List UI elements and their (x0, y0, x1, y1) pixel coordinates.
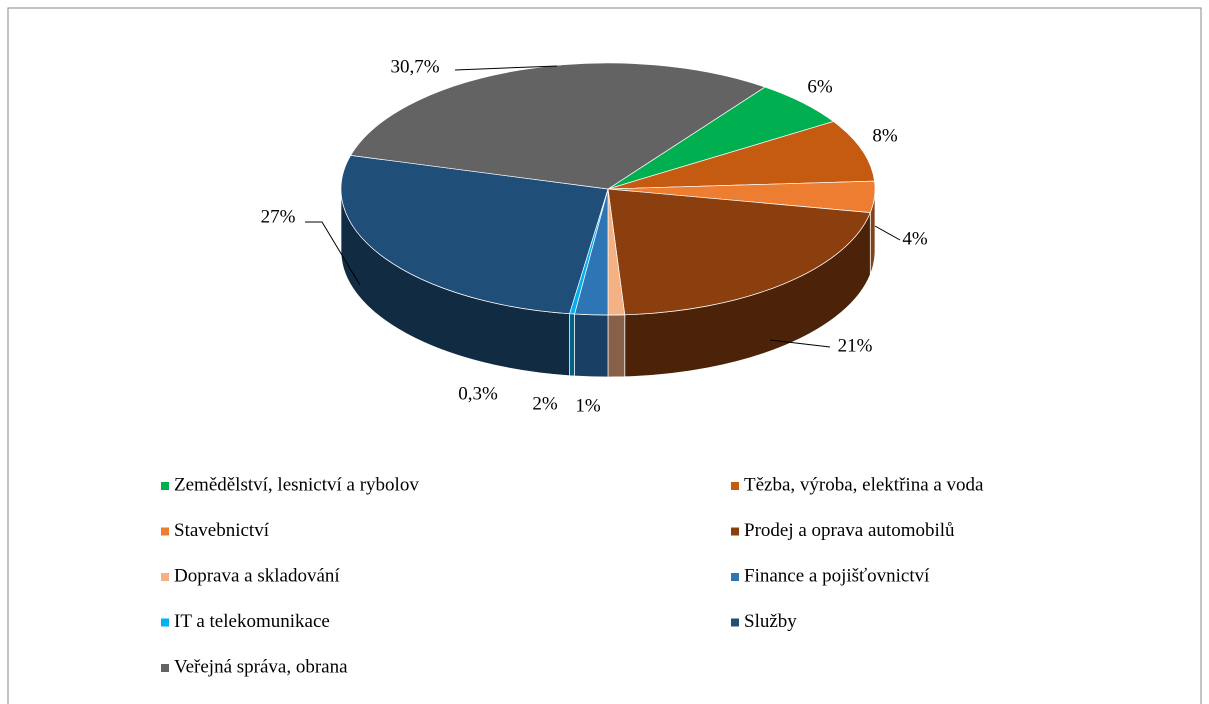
slice-side (569, 313, 575, 377)
legend-swatch (161, 618, 169, 627)
leader-line (454, 65, 558, 71)
legend-swatch (731, 482, 739, 490)
legend-swatch (731, 618, 739, 627)
slice (607, 121, 875, 190)
legend-label: Stavebnictví (174, 520, 270, 541)
slice (340, 154, 609, 315)
data-label: 2% (532, 393, 558, 414)
data-label: 6% (807, 76, 833, 97)
data-label: 30,7% (390, 56, 439, 77)
legend-swatch (161, 573, 169, 581)
legend-swatch (731, 527, 739, 536)
data-label: 27% (261, 206, 296, 227)
legend-label: Zemědělství, lesnictví a rybolov (174, 474, 419, 495)
chart-frame (7, 7, 1202, 704)
data-label: 21% (838, 335, 873, 356)
legend-label: Prodej a oprava automobilů (744, 520, 955, 541)
data-label: 1% (575, 395, 601, 416)
legend-swatch (731, 573, 739, 581)
legend-swatch (161, 664, 169, 672)
legend-label: Služby (744, 611, 797, 632)
legend-swatch (161, 482, 169, 490)
legend-label: IT a telekomunikace (174, 611, 330, 632)
leader-line (874, 225, 901, 241)
legend-label: Finance a pojišťovnictví (744, 565, 930, 586)
legend-label: Tězba, výroba, elektřina a voda (744, 474, 984, 495)
data-label: 4% (902, 228, 928, 249)
slice-side (574, 313, 609, 378)
slice (350, 62, 766, 190)
slice (607, 188, 871, 316)
legend-label: Doprava a skladování (174, 565, 340, 586)
data-label: 0,3% (458, 383, 498, 404)
leader-line (769, 339, 831, 348)
legend-swatch (161, 527, 169, 536)
data-label: 8% (872, 125, 898, 146)
legend-label: Veřejná správa, obrana (174, 656, 348, 677)
slice-side (607, 314, 626, 378)
leader-line (305, 221, 361, 286)
